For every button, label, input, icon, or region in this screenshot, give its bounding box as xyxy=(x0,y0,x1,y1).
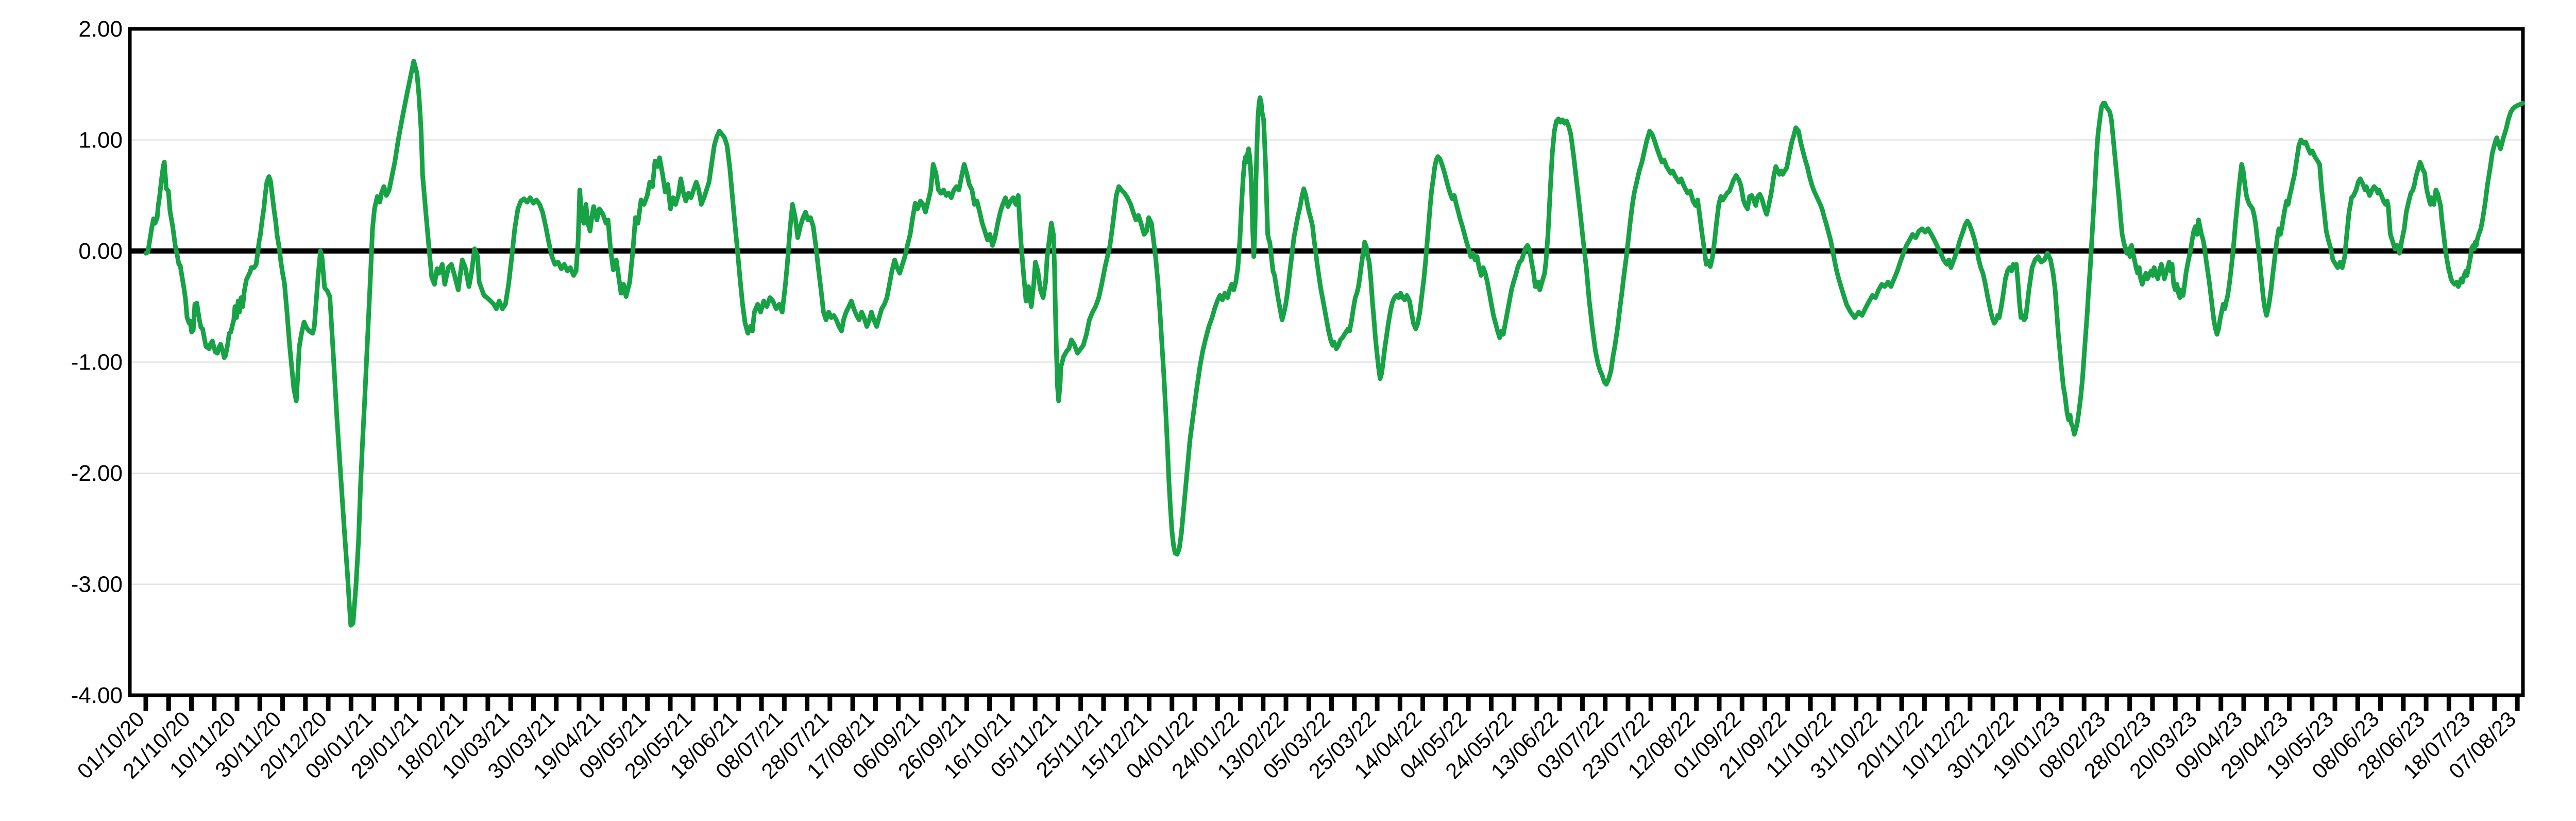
y-tick-label: -3.00 xyxy=(71,572,123,597)
y-tick-label: 0.00 xyxy=(78,239,123,264)
plot-border xyxy=(128,27,2525,697)
data-series xyxy=(143,59,2525,628)
y-tick-label: 1.00 xyxy=(78,128,123,153)
y-tick-label: -2.00 xyxy=(71,461,123,486)
y-tick-label: -4.00 xyxy=(71,683,123,708)
y-tick-label: -1.00 xyxy=(71,350,123,375)
plot-border-rect xyxy=(128,27,2525,697)
y-axis-labels: 2.00 1.00 0.00 -1.00 -2.00 -3.00 -4.00 xyxy=(71,16,123,708)
gridlines xyxy=(130,139,2523,585)
y-tick-label: 2.00 xyxy=(78,16,123,42)
data-series-line xyxy=(143,59,2525,628)
x-axis-labels: 01/10/2021/10/2010/11/2030/11/2020/12/20… xyxy=(73,707,2521,783)
x-axis-ticks xyxy=(143,697,2520,711)
